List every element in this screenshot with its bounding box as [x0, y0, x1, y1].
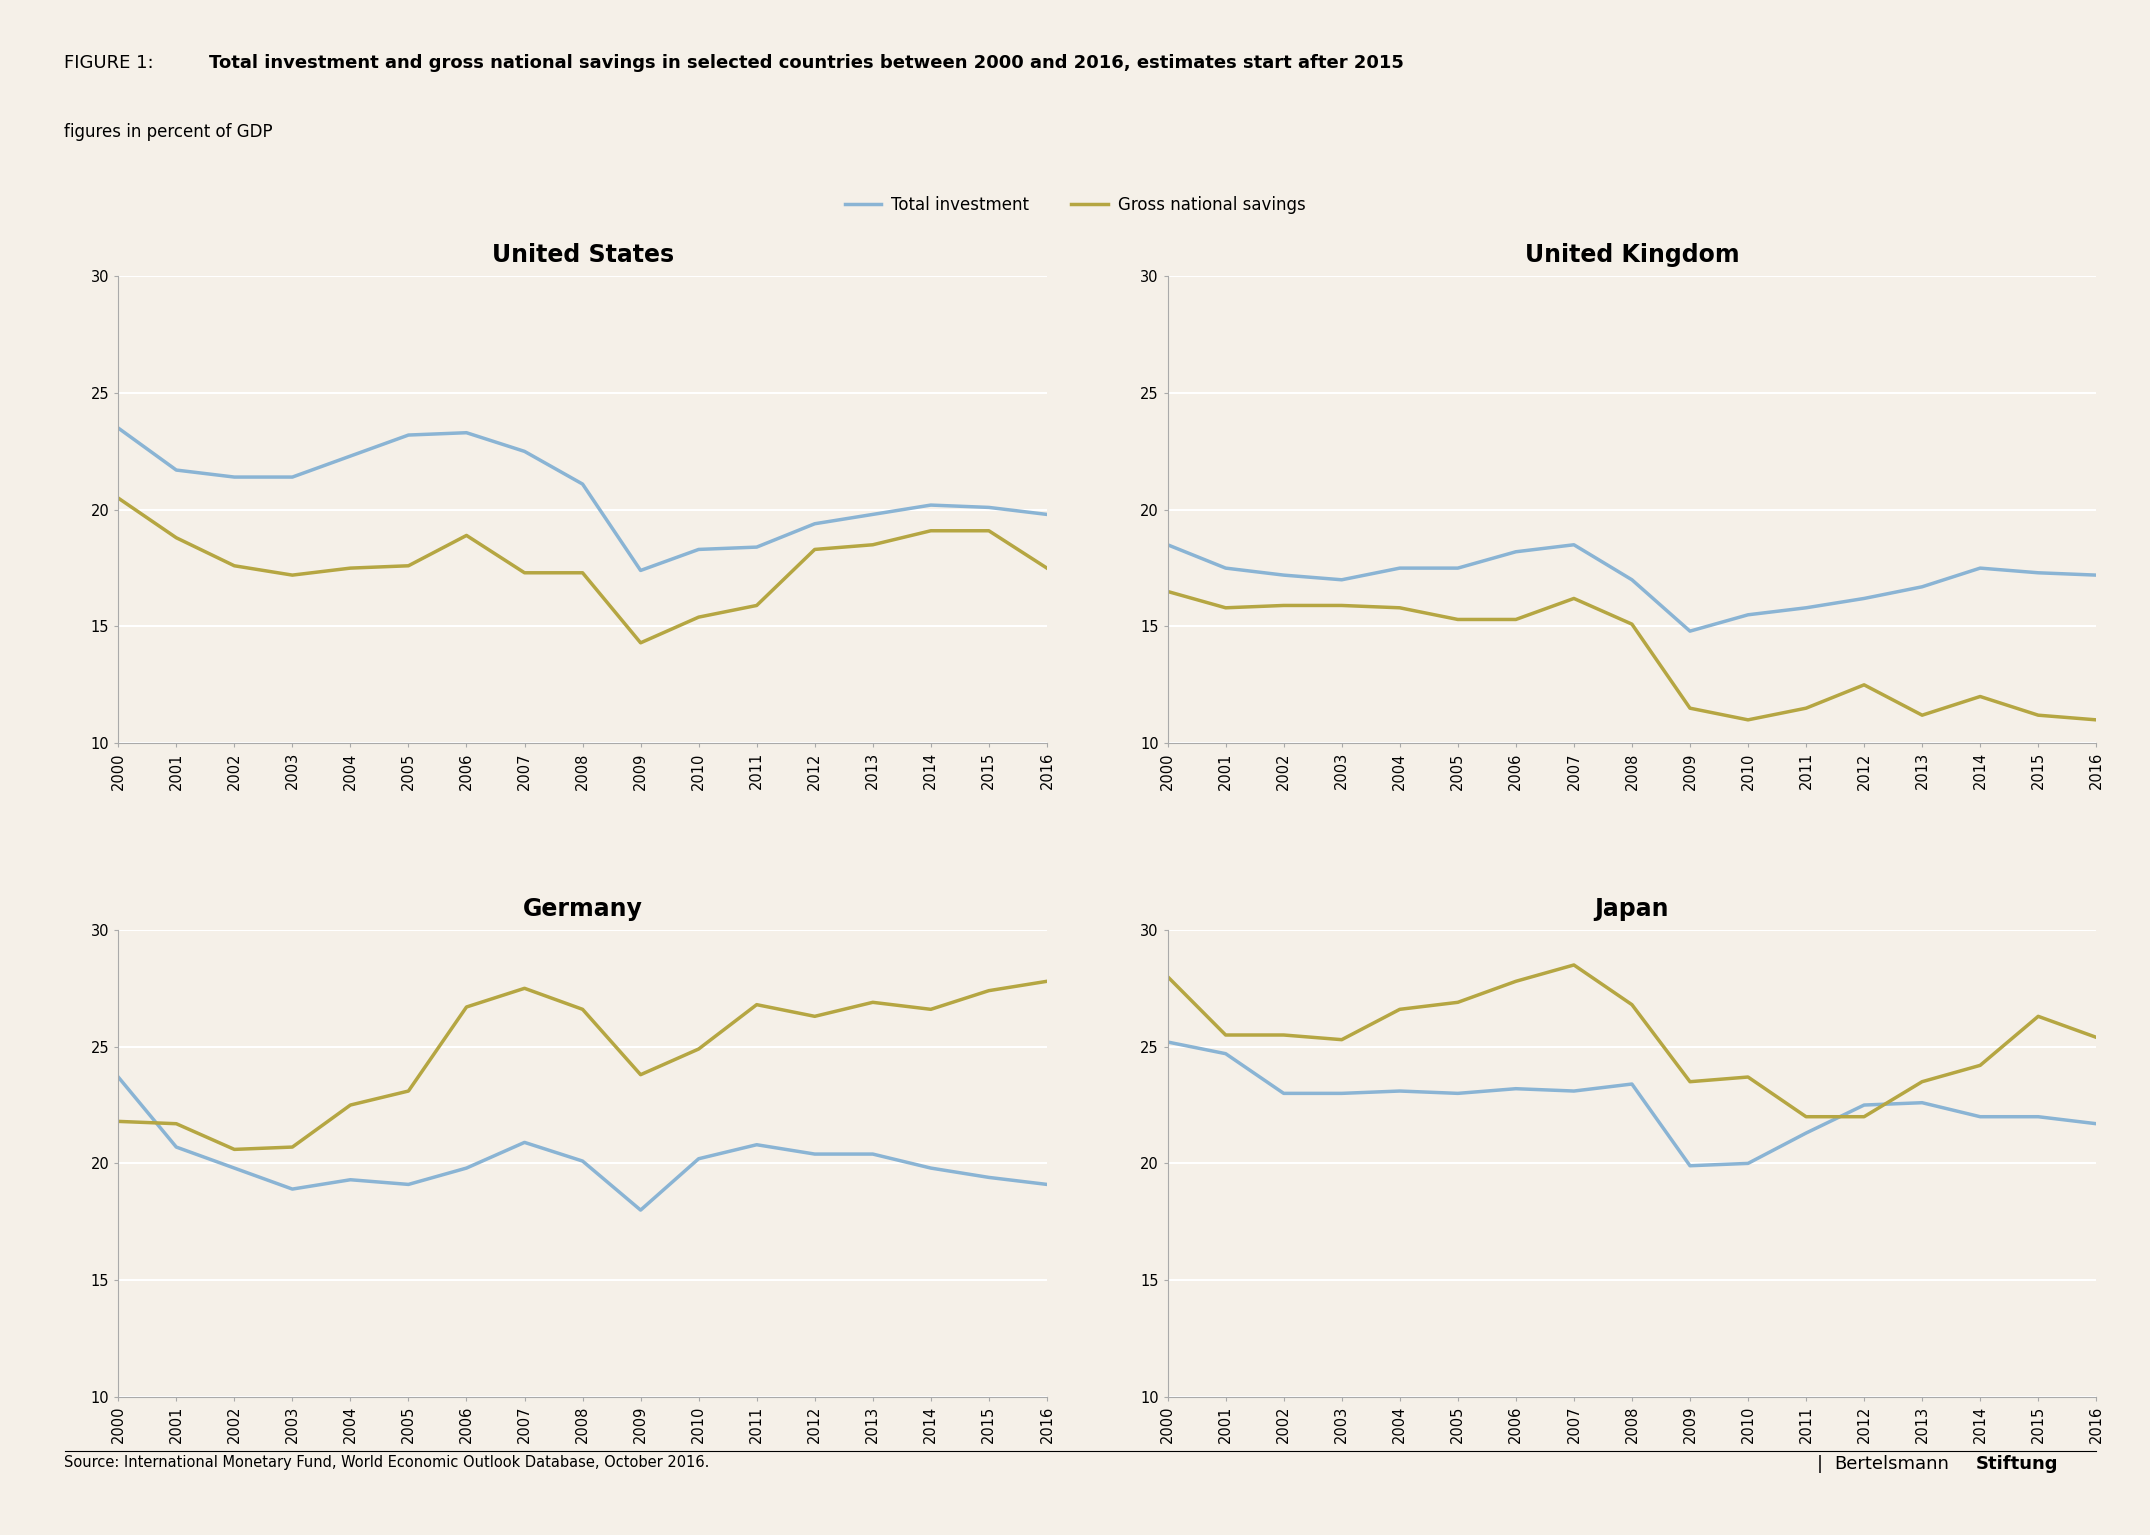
Legend: Total investment, Gross national savings: Total investment, Gross national savings — [845, 195, 1305, 213]
Text: |: | — [1817, 1455, 1823, 1474]
Text: FIGURE 1:: FIGURE 1: — [64, 54, 159, 72]
Title: United Kingdom: United Kingdom — [1524, 244, 1739, 267]
Title: United States: United States — [492, 244, 673, 267]
Text: Source: International Monetary Fund, World Economic Outlook Database, October 20: Source: International Monetary Fund, Wor… — [64, 1455, 710, 1471]
Text: Bertelsmann: Bertelsmann — [1834, 1455, 1948, 1474]
Title: Japan: Japan — [1595, 896, 1668, 921]
Title: Germany: Germany — [522, 896, 643, 921]
Text: figures in percent of GDP: figures in percent of GDP — [64, 123, 273, 141]
Text: Stiftung: Stiftung — [1976, 1455, 2058, 1474]
Text: Total investment and gross national savings in selected countries between 2000 a: Total investment and gross national savi… — [209, 54, 1404, 72]
